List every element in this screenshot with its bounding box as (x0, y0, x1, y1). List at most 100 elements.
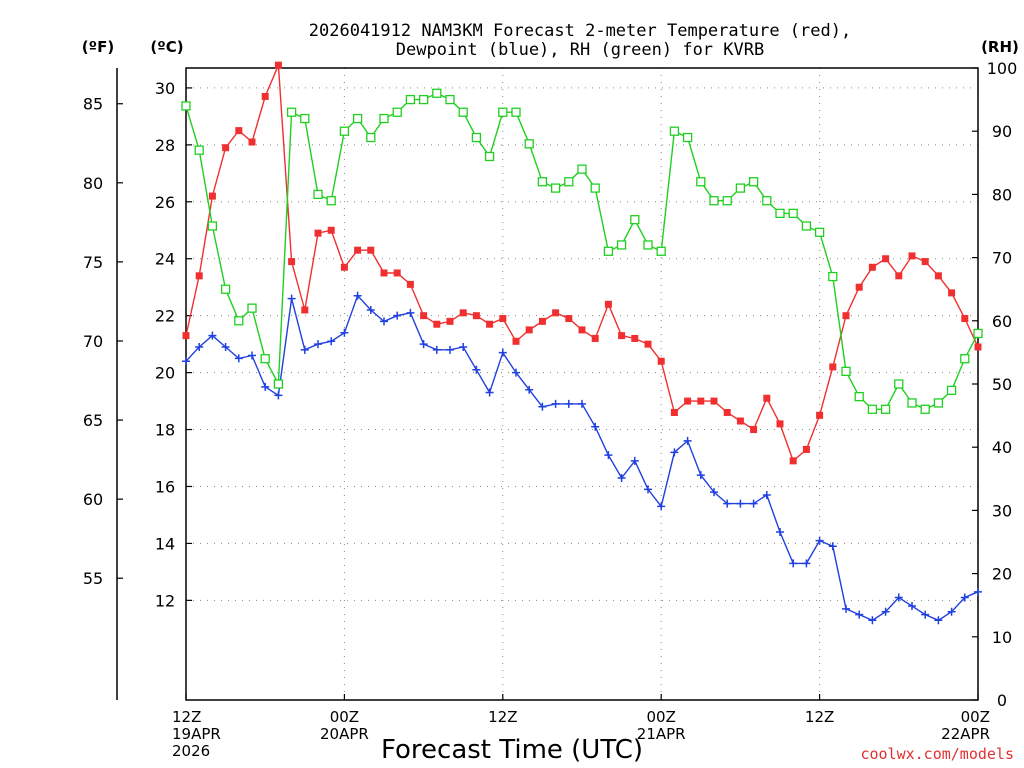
2-meter-dewpoint-point (749, 499, 758, 508)
2-meter-temperature-point (657, 357, 665, 365)
2-meter-temperature-point (882, 255, 890, 263)
relative-humidity-point (669, 126, 680, 136)
2-meter-dewpoint-point (551, 399, 560, 408)
relative-humidity-point (722, 196, 732, 206)
relative-humidity-point (247, 303, 257, 313)
fahrenheit-tick-label: 55 (83, 569, 103, 588)
relative-humidity-point (788, 208, 798, 219)
2-meter-dewpoint-point (921, 610, 930, 619)
relative-humidity-point (471, 132, 482, 143)
rh-axis-ticks: 0 10 20 30 40 50 60 70 80 90 100 (972, 59, 1017, 710)
2-meter-dewpoint-point (683, 436, 692, 445)
relative-humidity-point (854, 391, 864, 402)
2-meter-dewpoint-point (974, 587, 982, 596)
relative-humidity-point (748, 177, 759, 187)
time-tick-label: 2026 (172, 742, 210, 760)
2-meter-temperature-point (248, 138, 256, 146)
relative-humidity-point (458, 107, 468, 117)
2-meter-temperature-point (670, 408, 678, 416)
relative-humidity-point (392, 107, 402, 117)
2-meter-dewpoint-point (908, 602, 916, 611)
2-meter-dewpoint-point (894, 593, 903, 602)
grid (185, 68, 979, 700)
relative-humidity-point (682, 132, 693, 143)
credit-label: coolwx.com/models (860, 745, 1014, 763)
2-meter-dewpoint-point (828, 542, 837, 551)
relative-humidity-point (326, 196, 336, 206)
time-tick-label: 00Z (330, 708, 359, 726)
relative-humidity-point (418, 94, 429, 105)
relative-humidity-point (564, 177, 574, 187)
2-meter-dewpoint-point (498, 348, 507, 357)
2-meter-temperature-point (855, 283, 863, 291)
2-meter-temperature-point (195, 272, 203, 280)
2-meter-temperature-point (908, 252, 916, 260)
2-meter-dewpoint-point (815, 536, 824, 545)
2-meter-temperature-point (552, 309, 560, 317)
2-meter-temperature-point (182, 332, 190, 340)
rh-tick-label: 0 (997, 691, 1007, 710)
2-meter-temperature-point (776, 420, 784, 428)
relative-humidity-point (286, 107, 297, 117)
2-meter-dewpoint-point (406, 308, 415, 317)
2-meter-temperature-point (684, 397, 692, 405)
relative-humidity-line (185, 92, 979, 411)
2-meter-dewpoint-point (868, 616, 877, 625)
2-meter-dewpoint-point (710, 488, 718, 497)
2-meter-temperature-point (235, 127, 243, 135)
2-meter-dewpoint-point (248, 351, 256, 360)
2-meter-dewpoint-point (960, 593, 969, 602)
relative-humidity-point (801, 221, 812, 231)
time-tick-label: 21APR (637, 725, 686, 743)
relative-humidity-point (828, 271, 838, 282)
2-meter-dewpoint-point (947, 607, 956, 616)
fahrenheit-unit-label: (ºF) (82, 38, 114, 56)
celsius-tick-label: 16 (155, 477, 175, 496)
2-meter-temperature-point (472, 312, 480, 320)
relative-humidity-point (234, 316, 244, 326)
relative-humidity-point (616, 240, 627, 250)
rh-tick-label: 70 (992, 249, 1012, 268)
rh-tick-label: 90 (992, 122, 1012, 141)
2-meter-temperature-point (842, 312, 850, 320)
2-meter-temperature-point (961, 315, 969, 323)
2-meter-dewpoint-point (670, 448, 679, 457)
2-meter-temperature-point (697, 397, 705, 405)
2-meter-temperature-point (591, 334, 599, 342)
2-meter-dewpoint-point (881, 607, 890, 616)
2-meter-dewpoint-point (221, 342, 230, 351)
2-meter-dewpoint-point (380, 317, 388, 326)
2-meter-temperature-point (420, 312, 428, 320)
2-meter-temperature-point (406, 280, 414, 288)
time-tick-label: 22APR (941, 725, 990, 743)
2-meter-dewpoint-point (512, 368, 520, 377)
2-meter-dewpoint-point (604, 451, 613, 460)
relative-humidity-point (907, 398, 917, 408)
2-meter-dewpoint-point (789, 559, 798, 568)
2-meter-temperature-point (512, 337, 520, 345)
2-meter-temperature-point (631, 334, 639, 342)
celsius-unit-label: (ºC) (150, 38, 183, 56)
fahrenheit-tick-label: 70 (83, 332, 103, 351)
2-meter-temperature-point (340, 263, 348, 271)
2-meter-temperature-point (736, 417, 744, 425)
2-meter-temperature-point (604, 300, 612, 308)
2-meter-dewpoint-point (736, 499, 745, 508)
2-meter-temperature-point (446, 317, 454, 325)
relative-humidity-point (445, 94, 455, 105)
2-meter-temperature-point (750, 426, 758, 434)
time-tick-label: 20APR (320, 725, 369, 743)
relative-humidity-point (603, 246, 614, 256)
time-tick-label: 12Z (805, 708, 834, 726)
relative-humidity-point (313, 189, 323, 200)
2-meter-temperature-point (895, 272, 903, 280)
relative-humidity-point (894, 379, 904, 389)
relative-humidity-point (762, 196, 772, 206)
2-meter-temperature-point (763, 394, 771, 402)
celsius-tick-label: 14 (155, 534, 175, 553)
celsius-tick-label: 24 (155, 250, 175, 269)
2-meter-dewpoint-point (353, 291, 362, 300)
relative-humidity-point (511, 107, 521, 117)
2-meter-dewpoint-point (340, 328, 349, 337)
